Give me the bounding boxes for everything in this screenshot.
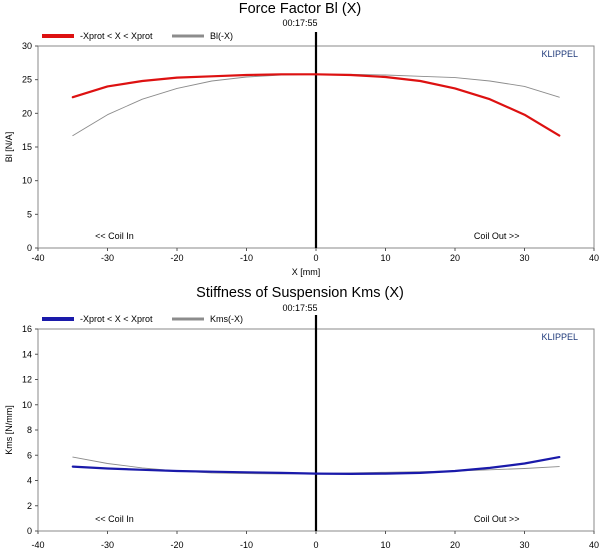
y-tick-label: 0 — [27, 243, 32, 253]
x-tick-label: 20 — [450, 540, 460, 550]
y-tick-label: 15 — [22, 142, 32, 152]
y-tick-label: 16 — [22, 324, 32, 334]
x-tick-label: 0 — [313, 540, 318, 550]
x-tick-label: 0 — [313, 253, 318, 263]
y-tick-label: 2 — [27, 501, 32, 511]
chart-panel-1: Force Factor Bl (X)00:17:55 -Xprot < X < … — [4, 1, 599, 277]
series-line-1 — [71, 456, 561, 475]
annotation-coil-out: Coil Out >> — [474, 231, 520, 241]
x-tick-label: -40 — [31, 540, 44, 550]
x-tick-label: 30 — [519, 253, 529, 263]
annotation-coil-out: Coil Out >> — [474, 514, 520, 524]
y-tick-label: 10 — [22, 400, 32, 410]
x-tick-label: -30 — [101, 253, 114, 263]
y-tick-label: 12 — [22, 375, 32, 385]
y-tick-label: 14 — [22, 349, 32, 359]
x-tick-label: 20 — [450, 253, 460, 263]
x-tick-label: 40 — [589, 540, 599, 550]
x-tick-label: -10 — [240, 540, 253, 550]
legend-label-2: Kms(-X) — [210, 314, 243, 324]
chart-timestamp: 00:17:55 — [282, 303, 317, 313]
x-tick-label: 40 — [589, 253, 599, 263]
y-tick-label: 5 — [27, 209, 32, 219]
x-tick-label: 10 — [380, 253, 390, 263]
annotation-coil-in: << Coil In — [95, 514, 134, 524]
x-tick-label: -10 — [240, 253, 253, 263]
y-tick-label: 0 — [27, 526, 32, 536]
annotation-coil-in: << Coil In — [95, 231, 134, 241]
x-tick-label: 10 — [380, 540, 390, 550]
y-tick-label: 4 — [27, 476, 32, 486]
y-tick-label: 8 — [27, 425, 32, 435]
y-axis-label: Kms [N/mm] — [4, 405, 14, 455]
y-tick-label: 25 — [22, 75, 32, 85]
x-tick-label: 30 — [519, 540, 529, 550]
x-axis-label: X [mm] — [292, 267, 321, 277]
legend: -Xprot < X < Xprot Kms(-X) — [42, 314, 243, 324]
chart-title: Stiffness of Suspension Kms (X) — [196, 285, 404, 301]
y-axis-label: Bl [N/A] — [4, 132, 14, 163]
x-tick-label: -30 — [101, 540, 114, 550]
x-tick-label: -20 — [170, 540, 183, 550]
x-tick-label: -40 — [31, 253, 44, 263]
chart-panel-2: Stiffness of Suspension Kms (X) 00:17:55 -… — [4, 285, 599, 550]
legend-label-1: -Xprot < X < Xprot — [80, 31, 153, 41]
chart-title: Force Factor Bl (X) — [239, 1, 361, 17]
legend-label-2: Bl(-X) — [210, 31, 233, 41]
brand-label: KLIPPEL — [541, 49, 578, 59]
y-tick-label: 30 — [22, 41, 32, 51]
y-tick-label: 20 — [22, 108, 32, 118]
legend-label-1: -Xprot < X < Xprot — [80, 314, 153, 324]
chart-timestamp: 00:17:55 — [282, 18, 317, 28]
brand-label: KLIPPEL — [541, 332, 578, 342]
series-line-1 — [71, 73, 561, 137]
x-tick-label: -20 — [170, 253, 183, 263]
y-tick-label: 10 — [22, 176, 32, 186]
y-tick-label: 6 — [27, 450, 32, 460]
legend: -Xprot < X < Xprot Bl(-X) — [42, 31, 233, 41]
